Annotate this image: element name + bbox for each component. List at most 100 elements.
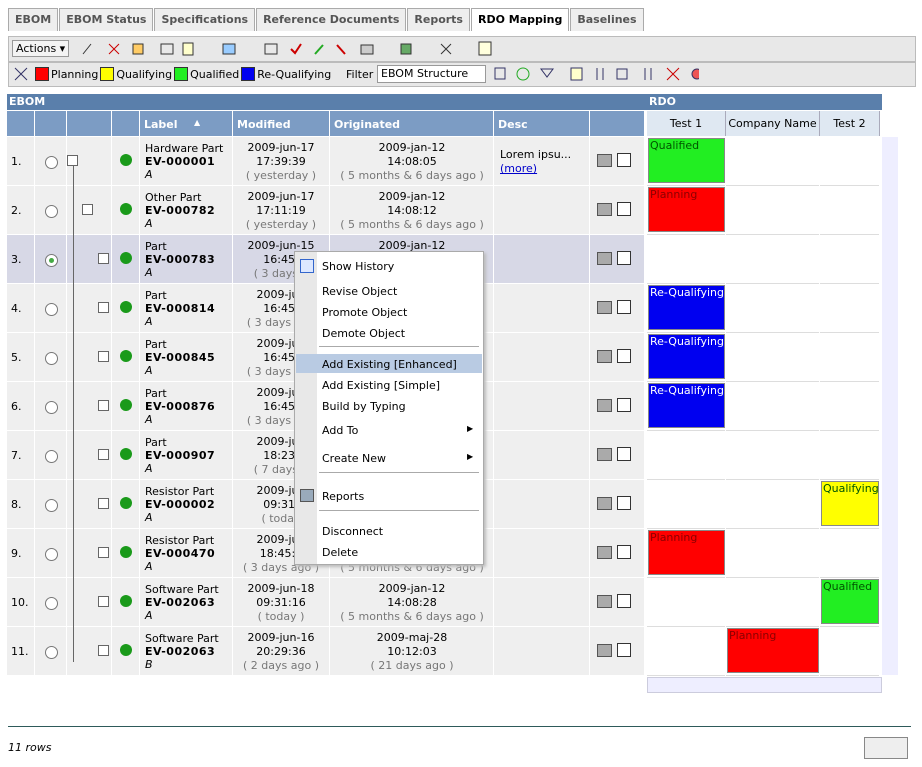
cell-divider	[232, 284, 233, 332]
doc-icon[interactable]	[617, 398, 631, 412]
rdo-cell	[726, 186, 819, 235]
select-radio[interactable]	[45, 303, 58, 316]
rdo-cell	[820, 627, 879, 676]
add-icon[interactable]	[120, 497, 132, 509]
tab[interactable]: Reference Documents	[256, 8, 407, 31]
expand-icon[interactable]	[14, 67, 28, 81]
tree-toggle[interactable]	[82, 204, 93, 215]
originated-line: 2009-jan-12	[378, 239, 446, 252]
cell-divider	[139, 284, 140, 332]
doc-icon[interactable]	[617, 496, 631, 510]
cell-divider	[329, 627, 330, 675]
menu-item[interactable]: Promote Object	[322, 306, 408, 319]
tree-toggle[interactable]	[98, 596, 109, 607]
column-label[interactable]: Label	[144, 118, 178, 131]
rdo-header[interactable]: Test 1	[647, 111, 726, 136]
tab[interactable]: RDO Mapping	[470, 8, 570, 31]
menu-item[interactable]: Revise Object	[322, 285, 398, 298]
add-icon[interactable]	[120, 301, 132, 313]
select-radio[interactable]	[45, 597, 58, 610]
select-radio[interactable]	[45, 401, 58, 414]
tab[interactable]: Baselines	[570, 8, 644, 31]
row-number: 6.	[11, 400, 22, 413]
doc-icon[interactable]	[617, 153, 631, 167]
select-radio[interactable]	[45, 499, 58, 512]
doc-icon[interactable]	[617, 643, 631, 657]
add-icon[interactable]	[120, 399, 132, 411]
select-radio[interactable]	[45, 548, 58, 561]
modified-line: 2009-jun-17	[247, 141, 315, 154]
column-label[interactable]: Desc	[498, 118, 528, 131]
actions-button[interactable]: Actions ▾	[12, 40, 70, 57]
add-icon[interactable]	[120, 203, 132, 215]
column-header	[67, 111, 112, 136]
select-radio[interactable]	[45, 254, 58, 267]
add-icon[interactable]	[120, 595, 132, 607]
cell-divider	[111, 137, 112, 185]
tree-toggle[interactable]	[67, 155, 78, 166]
tab[interactable]: Reports	[407, 8, 470, 31]
menu-item[interactable]: Create New	[322, 452, 387, 465]
cell-divider	[111, 333, 112, 381]
menu-item[interactable]: Add Existing [Simple]	[322, 379, 441, 392]
menu-item[interactable]: Delete	[322, 546, 359, 559]
tab[interactable]: Specifications	[154, 8, 256, 31]
toolbar-icons	[82, 41, 492, 56]
tree-toggle[interactable]	[98, 449, 109, 460]
name: EV-000782	[145, 204, 216, 217]
tree-toggle[interactable]	[98, 498, 109, 509]
rdo-status: Planning	[648, 187, 725, 232]
menu-item[interactable]: Demote Object	[322, 327, 406, 340]
add-icon[interactable]	[120, 154, 132, 166]
tree-toggle[interactable]	[98, 400, 109, 411]
cell-divider	[34, 235, 35, 283]
doc-icon[interactable]	[617, 447, 631, 461]
column-label[interactable]: Modified	[237, 118, 291, 131]
column-label[interactable]: Originated	[334, 118, 401, 131]
cell-divider	[644, 284, 645, 332]
tree-toggle[interactable]	[98, 547, 109, 558]
add-icon[interactable]	[120, 252, 132, 264]
tree-toggle[interactable]	[98, 302, 109, 313]
doc-icon[interactable]	[617, 349, 631, 363]
menu-item[interactable]: Show History	[322, 260, 395, 273]
add-icon[interactable]	[120, 448, 132, 460]
menu-item[interactable]: Add To	[322, 424, 359, 437]
row-background	[7, 186, 645, 235]
rdo-header[interactable]: Company Name	[726, 111, 820, 136]
layout-button[interactable]	[864, 737, 908, 759]
doc-icon[interactable]	[617, 251, 631, 265]
menu-item[interactable]: Build by Typing	[322, 400, 406, 413]
legend-label: Qualifying	[116, 67, 173, 81]
filter-input[interactable]: EBOM Structure	[377, 65, 486, 83]
more-link[interactable]: (more)	[500, 162, 538, 175]
select-radio[interactable]	[45, 352, 58, 365]
tab[interactable]: EBOM Status	[59, 8, 154, 31]
modified-line: 2009-jun	[256, 484, 306, 497]
doc-icon[interactable]	[617, 594, 631, 608]
menu-item[interactable]: Reports	[322, 490, 365, 503]
menu-item[interactable]: Add Existing [Enhanced]	[322, 358, 457, 371]
select-radio[interactable]	[45, 156, 58, 169]
menu-item[interactable]: Disconnect	[322, 525, 384, 538]
name: EV-000845	[145, 351, 216, 364]
add-icon[interactable]	[120, 644, 132, 656]
doc-icon[interactable]	[617, 300, 631, 314]
add-icon[interactable]	[120, 546, 132, 558]
doc-icon[interactable]	[617, 202, 631, 216]
select-radio[interactable]	[45, 450, 58, 463]
cell-divider	[34, 627, 35, 675]
cell-divider	[139, 627, 140, 675]
doc-icon[interactable]	[617, 545, 631, 559]
select-radio[interactable]	[45, 646, 58, 659]
rdo-header[interactable]: Test 2	[820, 111, 880, 136]
tree-toggle[interactable]	[98, 253, 109, 264]
legend-label: Planning	[51, 67, 99, 81]
legend-bar: Planning Qualifying Qualified Re-Qualifying…	[8, 62, 916, 87]
cell-divider	[34, 480, 35, 528]
tab[interactable]: EBOM	[8, 8, 59, 31]
add-icon[interactable]	[120, 350, 132, 362]
tree-toggle[interactable]	[98, 351, 109, 362]
tree-toggle[interactable]	[98, 645, 109, 656]
select-radio[interactable]	[45, 205, 58, 218]
